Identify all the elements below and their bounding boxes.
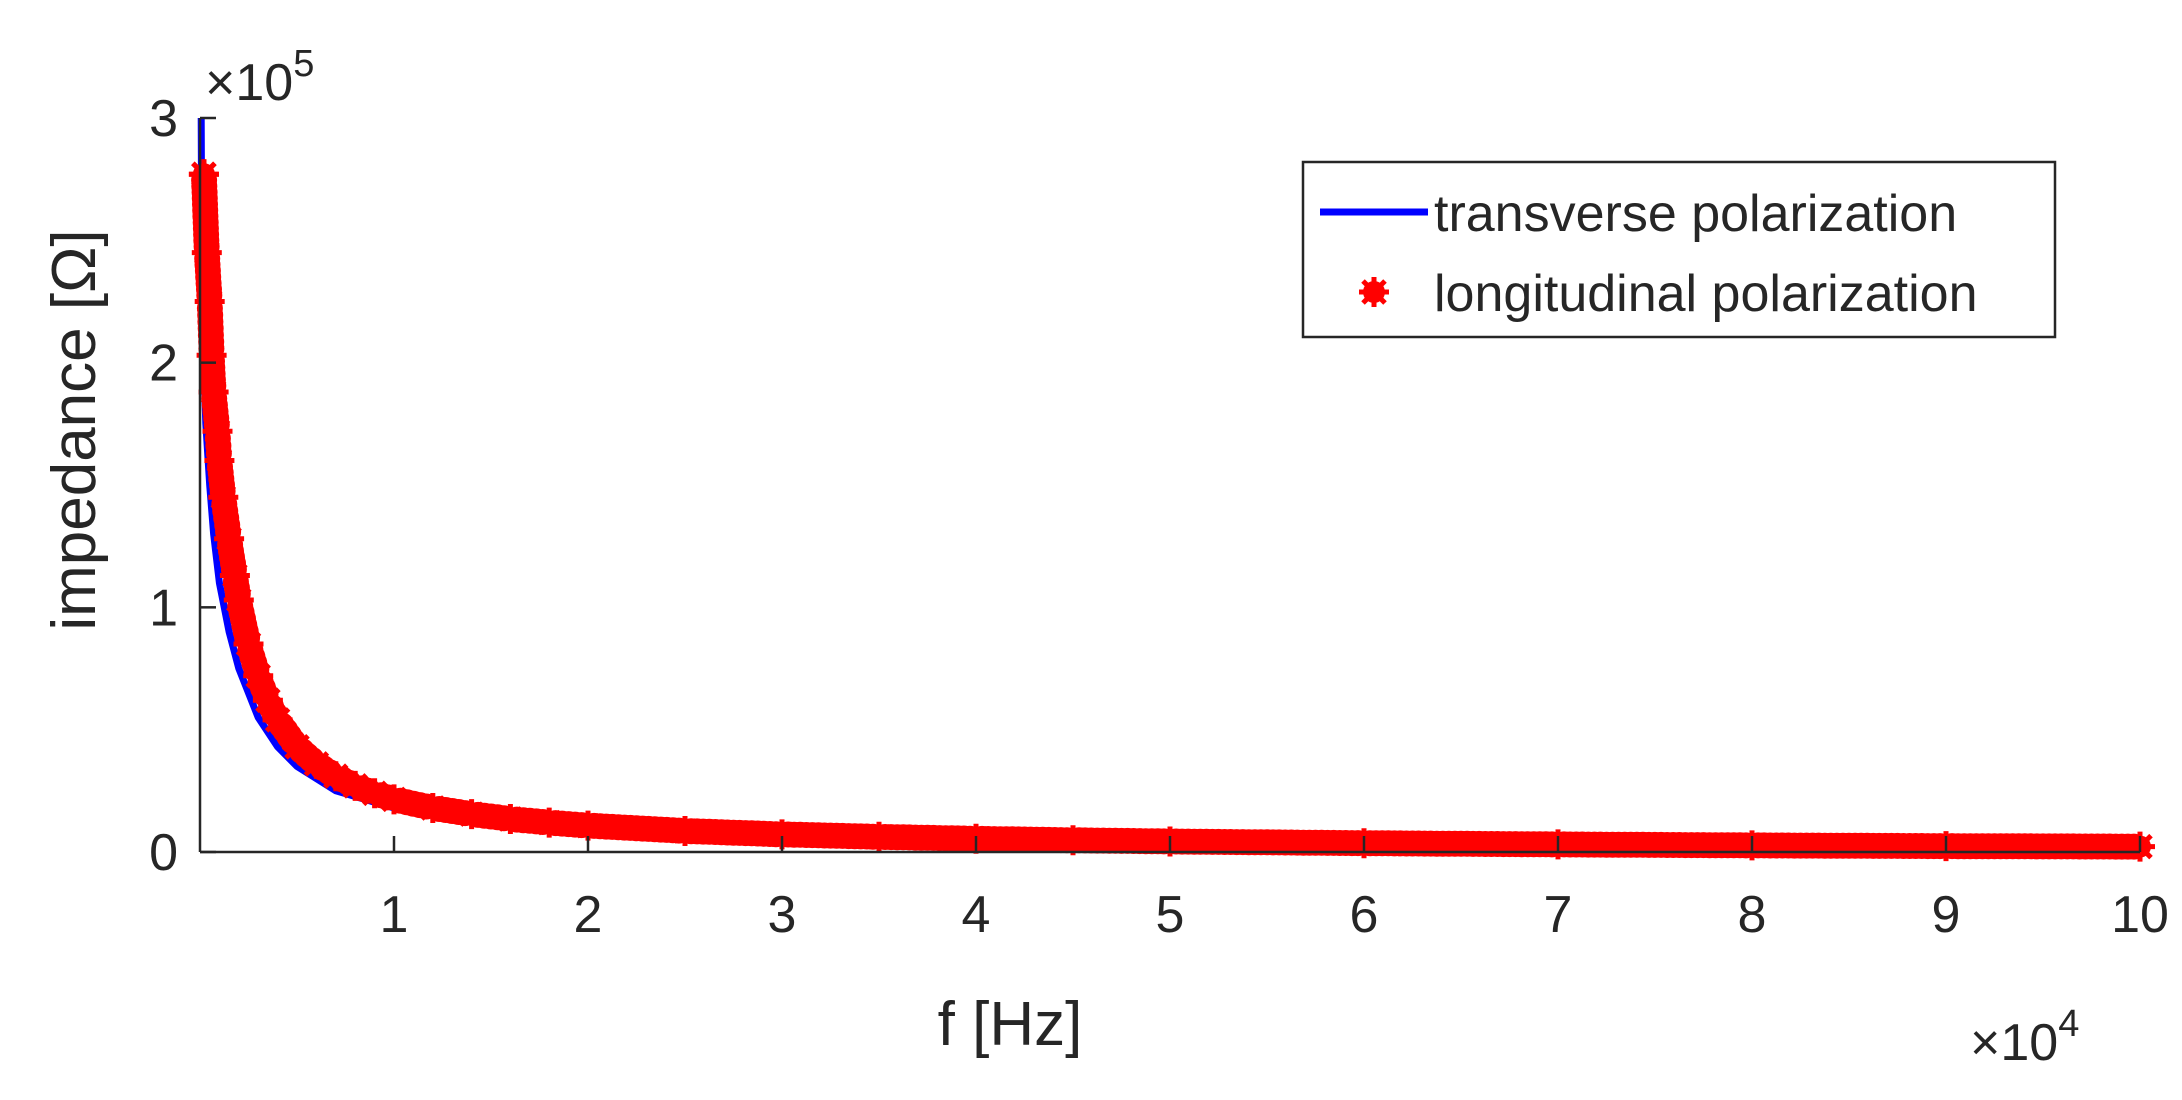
x-tick-label: 4	[962, 886, 991, 944]
legend-box	[1301, 160, 2057, 339]
y-multiplier-base: ×10	[205, 54, 293, 112]
y-tick-label: 1	[149, 579, 178, 637]
axes: 1 2 3 4 5 6 7 8 9 10 0 1 2 3	[149, 90, 2169, 944]
x-multiplier: ×104	[1970, 1003, 2079, 1072]
x-tick-label: 1	[380, 886, 409, 944]
y-multiplier-exponent: 5	[293, 43, 314, 85]
legend-label-transverse: transverse polarization	[1434, 185, 1957, 243]
series-layer	[188, 117, 2155, 862]
x-multiplier-base: ×10	[1970, 1014, 2058, 1072]
series-marker-band-longitudinal	[191, 167, 2147, 860]
x-tick-label: 3	[768, 886, 797, 944]
x-tick-label: 9	[1932, 886, 1961, 944]
marker-fill	[2120, 833, 2147, 860]
legend: transverse polarization longitudinal pol…	[1301, 160, 2057, 339]
y-tick-label: 0	[149, 824, 178, 882]
legend-marker-longitudinal	[1359, 277, 1389, 307]
y-multiplier: ×105	[205, 43, 314, 112]
x-tick-label: 6	[1350, 886, 1379, 944]
y-tick-label: 2	[149, 335, 178, 393]
x-ticks: 1 2 3 4 5 6 7 8 9 10	[380, 836, 2169, 944]
x-multiplier-exponent: 4	[2058, 1003, 2079, 1045]
x-tick-label: 7	[1544, 886, 1573, 944]
x-tick-label: 2	[574, 886, 603, 944]
x-axis-label: f [Hz]	[938, 990, 1083, 1059]
legend-label-longitudinal: longitudinal polarization	[1434, 265, 1978, 323]
x-tick-label: 5	[1156, 886, 1185, 944]
y-ticks: 0 1 2 3	[149, 90, 216, 882]
y-axis-label: impedance [Ω]	[40, 229, 109, 630]
x-tick-label: 10	[2111, 886, 2169, 944]
x-tick-label: 8	[1738, 886, 1767, 944]
y-tick-label: 3	[149, 90, 178, 148]
